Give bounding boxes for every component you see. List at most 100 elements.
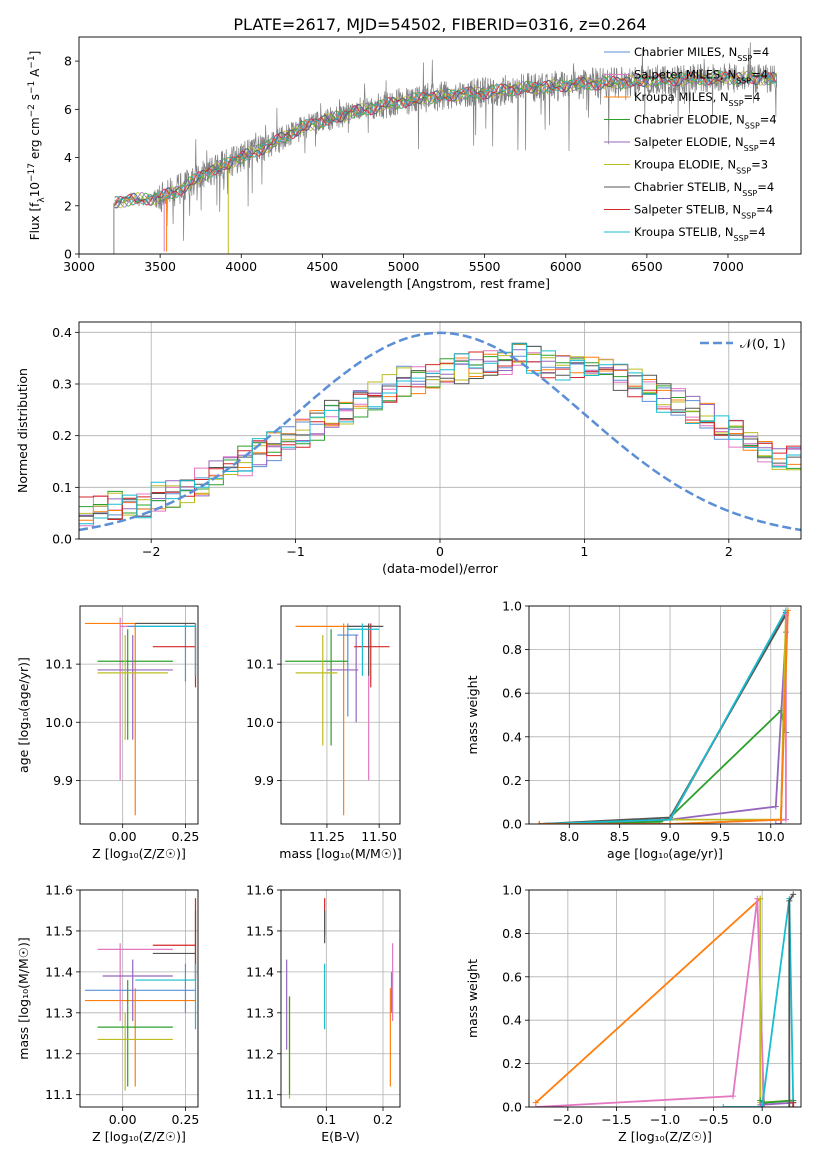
- legend-label-text: Kroupa STELIB, N: [634, 225, 734, 239]
- legend-label-text: Chabrier ELODIE, N: [634, 113, 745, 127]
- y-tick-label: 10.0: [246, 715, 274, 730]
- legend-label-suffix: =4: [751, 68, 768, 82]
- y-tick-label: 8: [64, 54, 72, 69]
- mass-weight-line: [539, 614, 787, 824]
- mass-weight-marker: [786, 1104, 793, 1107]
- x-tick-label: 8.5: [610, 829, 630, 844]
- model-spectrum-line: [114, 71, 777, 207]
- legend-label-text: Chabrier STELIB, N: [634, 180, 742, 194]
- y-tick-label: 11.5: [246, 923, 274, 938]
- legend-label-suffix: =4: [759, 135, 776, 149]
- x-tick-label: 0.25: [172, 1112, 200, 1127]
- legend-label-suffix: =4: [749, 225, 766, 239]
- y-tick-label: 11.1: [45, 1087, 73, 1102]
- legend-label-suffix: =4: [756, 203, 773, 217]
- legend-label-sub: SSP: [744, 144, 759, 153]
- legend-label-text: Salpeter ELODIE, N: [634, 135, 744, 149]
- y-tick-label: 11.3: [45, 1005, 73, 1020]
- y-axis-label-part: −2: [27, 104, 37, 117]
- y-axis-label: mass [log₁₀(M/M☉)]: [16, 937, 31, 1059]
- y-tick-label: 11.2: [45, 1046, 73, 1061]
- mass-weight-marker: [777, 816, 784, 823]
- x-tick-label: 6000: [550, 259, 582, 274]
- figure-title: PLATE=2617, MJD=54502, FIBERID=0316, z=0…: [233, 15, 646, 34]
- mass-weight-marker: [757, 895, 764, 902]
- y-tick-label: 0.2: [502, 1056, 522, 1071]
- mass-weight-marker: [790, 891, 797, 898]
- legend-label: Salpeter STELIB, NSSP=4: [634, 203, 773, 221]
- legend-label-text: Salpeter MILES, N: [634, 68, 736, 82]
- y-tick-label: 11.6: [246, 883, 274, 898]
- y-tick-label: 11.3: [246, 1005, 274, 1020]
- legend-label-suffix: =4: [744, 90, 761, 104]
- y-axis-label-part: 10: [28, 182, 42, 197]
- x-tick-label: 5500: [469, 259, 501, 274]
- legend-label-sub: SSP: [736, 166, 751, 175]
- legend-label: 𝒩(0, 1): [740, 336, 786, 351]
- y-tick-label: 0.2: [502, 773, 522, 788]
- legend-label-suffix: =4: [760, 113, 777, 127]
- y-tick-label: 0.6: [502, 686, 522, 701]
- y-tick-label: 11.6: [45, 883, 73, 898]
- massweight-vs-age-panel: 8.0 8.5 9.0 9.5 10.0 0.0 0.2 0.4 0.6 0.8 1.0 age [l…: [465, 599, 802, 861]
- age-vs-metallicity-panel: 0.00 0.25 9.9 10.0 10.1 Z [log₁₀(Z/Z☉)] age [l…: [16, 605, 199, 861]
- x-tick-label: 8.0: [559, 829, 579, 844]
- x-tick-label: −1.5: [601, 1112, 631, 1127]
- x-tick-label: −0.5: [698, 1112, 728, 1127]
- y-tick-label: 1.0: [502, 883, 522, 898]
- y-tick-label: 0.0: [502, 1100, 522, 1115]
- axes-frame: [528, 605, 802, 825]
- axes-frame: [280, 605, 401, 825]
- axes-frame: [79, 605, 199, 825]
- y-tick-label: 0.1: [52, 480, 72, 495]
- mass-weight-marker: [536, 821, 543, 824]
- x-tick-label: 11.50: [361, 829, 397, 844]
- legend-label-sub: SSP: [737, 54, 752, 63]
- model-spectrum-line: [114, 71, 777, 209]
- mass-weight-marker: [790, 1099, 797, 1106]
- y-tick-label: 11.4: [246, 964, 274, 979]
- x-axis-label: E(B-V): [321, 1129, 360, 1144]
- mass-weight-marker: [532, 1104, 539, 1107]
- x-tick-label: 4000: [225, 259, 257, 274]
- x-tick-label: 10.0: [757, 829, 785, 844]
- axes-frame: [78, 321, 802, 540]
- legend-label-sub: SSP: [745, 121, 760, 130]
- mass-weight-line: [760, 1101, 794, 1106]
- y-tick-label: 0.0: [502, 817, 522, 832]
- x-axis-label: mass [log₁₀(M/M☉)]: [279, 846, 401, 861]
- x-tick-label: 0: [436, 544, 444, 559]
- mass-weight-line: [535, 898, 765, 1107]
- mass-vs-metallicity-panel: 0.00 0.25 11.1 11.2 11.3 11.4 11.5 11.6 Z [log₁₀…: [16, 883, 199, 1145]
- y-axis-label-part: A: [28, 68, 42, 81]
- y-axis-label: mass weight: [465, 675, 480, 754]
- model-spectrum-line: [114, 70, 777, 206]
- y-tick-label: 0.8: [502, 926, 522, 941]
- x-tick-label: −2.0: [553, 1112, 583, 1127]
- y-axis-label-part: −17: [27, 163, 37, 182]
- y-axis-label-part: erg cm: [28, 117, 42, 163]
- x-axis-label: Z [log₁₀(Z/Z☉)]: [618, 1129, 712, 1144]
- y-axis-label: age [log₁₀(age/yr)]: [16, 657, 31, 773]
- x-axis-label: wavelength [Angstrom, rest frame]: [330, 276, 550, 291]
- mass-weight-marker: [772, 821, 779, 824]
- y-tick-label: 10.1: [45, 657, 73, 672]
- mass-weight-line: [539, 614, 787, 824]
- normal-pdf-curve: [78, 331, 802, 532]
- mass-weight-marker: [720, 1104, 727, 1107]
- x-tick-label: 0.00: [109, 1112, 137, 1127]
- axes-frame: [79, 889, 199, 1108]
- mass-vs-ebv-panel: 0.1 0.2 11.1 11.2 11.3 11.4 11.5 11.6 E(B-V): [246, 883, 401, 1144]
- legend-label: Kroupa ELODIE, NSSP=3: [634, 158, 768, 176]
- x-axis-label: Z [log₁₀(Z/Z☉)]: [92, 1129, 186, 1144]
- x-tick-label: 11.25: [309, 829, 345, 844]
- y-tick-label: 0.6: [502, 969, 522, 984]
- y-tick-label: 6: [64, 102, 72, 117]
- x-tick-label: 9.5: [710, 829, 730, 844]
- y-tick-label: 11.4: [45, 964, 73, 979]
- y-axis-label: mass weight: [465, 959, 480, 1038]
- residuals-panel: −2 −1 0 1 2 0.0 0.1 0.2 0.3 0.4 (data-model)/error…: [15, 321, 802, 576]
- mass-weight-line: [539, 609, 787, 824]
- legend-label-text: Kroupa MILES, N: [634, 90, 729, 104]
